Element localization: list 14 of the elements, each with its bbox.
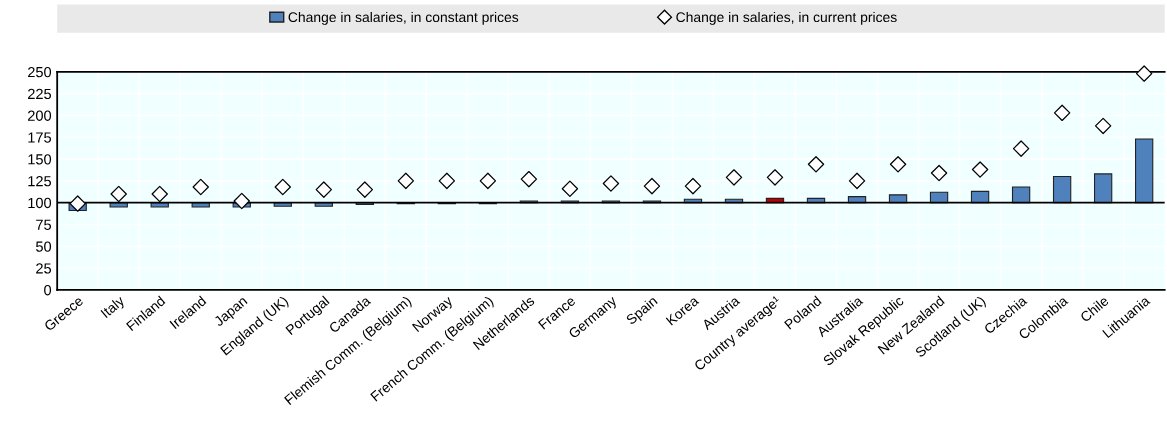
y-tick-label: 200: [28, 110, 52, 121]
y-tick-label: 0: [44, 285, 52, 296]
x-tick-label: Italy: [100, 294, 128, 321]
y-tick-label: 125: [28, 175, 52, 187]
legend-label: Change in salaries, in current prices: [676, 11, 897, 25]
legend-label: Change in salaries, in constant prices: [288, 11, 519, 25]
y-tick-label: 50: [35, 241, 52, 252]
y-tick-label: 175: [28, 132, 52, 143]
y-tick-label: 150: [28, 154, 52, 165]
y-tick-label: 25: [36, 263, 52, 274]
y-tick-label: 100: [28, 197, 52, 209]
y-tick-label: 250: [28, 66, 52, 78]
y-tick-label: 75: [36, 219, 52, 230]
y-tick-label: 225: [28, 88, 52, 100]
